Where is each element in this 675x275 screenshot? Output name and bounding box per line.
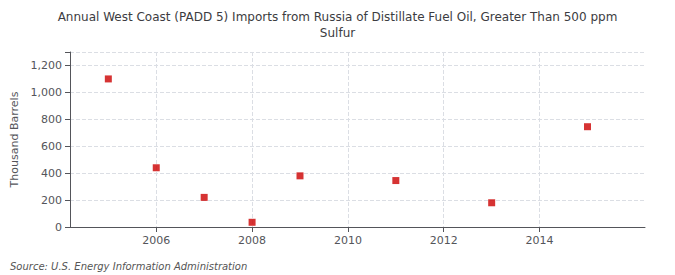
svg-text:800: 800 (41, 113, 62, 126)
svg-text:2010: 2010 (334, 234, 362, 247)
svg-text:1,200: 1,200 (31, 59, 63, 72)
svg-text:Source: U.S. Energy Informatio: Source: U.S. Energy Information Administ… (10, 261, 247, 272)
svg-text:Thousand Barrels: Thousand Barrels (8, 91, 21, 188)
svg-text:200: 200 (41, 194, 62, 207)
svg-text:Sulfur: Sulfur (320, 26, 355, 40)
svg-text:2008: 2008 (238, 234, 266, 247)
svg-text:400: 400 (41, 167, 62, 180)
svg-text:1,000: 1,000 (31, 86, 63, 99)
svg-text:2014: 2014 (526, 234, 554, 247)
svg-text:2012: 2012 (430, 234, 458, 247)
svg-text:2006: 2006 (142, 234, 170, 247)
svg-text:0: 0 (55, 221, 62, 234)
svg-text:Annual West Coast (PADD 5) Imp: Annual West Coast (PADD 5) Imports from … (58, 10, 618, 24)
svg-text:600: 600 (41, 140, 62, 153)
